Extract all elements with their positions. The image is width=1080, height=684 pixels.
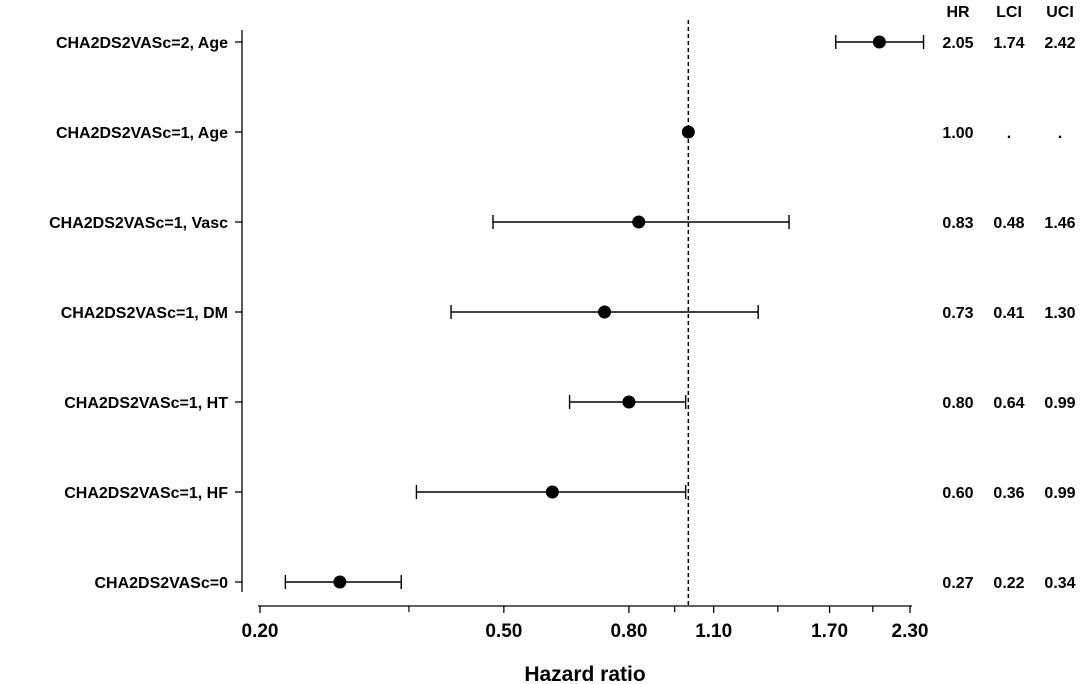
row-labels: CHA2DS2VASc=2, Age CHA2DS2VASc=1, Age CHA2…	[49, 35, 228, 592]
x-tick-label: 1.10	[695, 621, 732, 642]
table-header-uci: UCI	[1046, 4, 1074, 21]
table-uci-value: 0.99	[1044, 485, 1075, 502]
point-estimate-cha2ds2vasc-2-age	[872, 35, 886, 49]
row-label-cha2ds2vasc-0: CHA2DS2VASc=0	[94, 575, 228, 592]
table-header-lci: LCI	[996, 4, 1022, 21]
table-header-hr: HR	[946, 4, 970, 21]
row-label-cha2ds2vasc-1-dm: CHA2DS2VASc=1, DM	[61, 305, 228, 322]
table-hr-value: 0.27	[942, 575, 973, 592]
x-tick-label: 1.70	[811, 621, 848, 642]
table-hr-value: 0.73	[942, 305, 973, 322]
marks	[284, 35, 925, 589]
point-estimate-cha2ds2vasc-1-dm	[598, 305, 612, 319]
axes	[241, 30, 912, 607]
table-uci-value: .	[1058, 125, 1062, 142]
row-label-cha2ds2vasc-2-age: CHA2DS2VASc=2, Age	[56, 35, 228, 52]
table-lci-value: 0.36	[993, 485, 1024, 502]
row-label-cha2ds2vasc-1-age: CHA2DS2VASc=1, Age	[56, 125, 228, 142]
x-tick-label: 0.80	[610, 621, 647, 642]
point-estimate-cha2ds2vasc-1-ht	[622, 395, 636, 409]
y-ticks	[235, 41, 242, 583]
table-hr-value: 1.00	[942, 125, 973, 142]
table-uci-value: 0.34	[1044, 575, 1075, 592]
row-label-cha2ds2vasc-1-vasc: CHA2DS2VASc=1, Vasc	[49, 215, 228, 232]
table-lci-value: 1.74	[993, 35, 1024, 52]
table-hr-value: 0.60	[942, 485, 973, 502]
row-label-cha2ds2vasc-1-ht: CHA2DS2VASc=1, HT	[64, 395, 228, 412]
point-estimate-cha2ds2vasc-0	[333, 575, 347, 589]
table-uci-value: 2.42	[1044, 35, 1075, 52]
table-lci-value: 0.41	[993, 305, 1024, 322]
x-tick-label: 0.50	[485, 621, 522, 642]
point-estimate-cha2ds2vasc-1-age	[681, 125, 695, 139]
table-uci-value: 0.99	[1044, 395, 1075, 412]
row-label-cha2ds2vasc-1-hf: CHA2DS2VASc=1, HF	[64, 485, 228, 502]
table-uci-value: 1.30	[1044, 305, 1075, 322]
table-lci-value: 0.22	[993, 575, 1024, 592]
table-hr-value: 0.83	[942, 215, 973, 232]
table-hr-value: 0.80	[942, 395, 973, 412]
point-estimate-cha2ds2vasc-1-vasc	[632, 215, 646, 229]
table-lci-value: 0.48	[993, 215, 1024, 232]
x-tick-label: 0.20	[242, 621, 279, 642]
x-axis-label: Hazard ratio	[524, 663, 645, 684]
x-tick-label: 2.30	[892, 621, 929, 642]
table-hr-value: 2.05	[942, 35, 973, 52]
table-lci-value: 0.64	[993, 395, 1024, 412]
estimates-table: HR LCI UCI 2.05 1.74 2.42 1.00. . 0.83 0.48 1.4…	[942, 4, 1075, 592]
x-ticks: 0.20 0.50 0.80 1.10 1.70 2.30	[242, 606, 929, 642]
table-uci-value: 1.46	[1044, 215, 1075, 232]
table-lci-value: .	[1007, 125, 1011, 142]
point-estimate-cha2ds2vasc-1-hf	[545, 485, 559, 499]
